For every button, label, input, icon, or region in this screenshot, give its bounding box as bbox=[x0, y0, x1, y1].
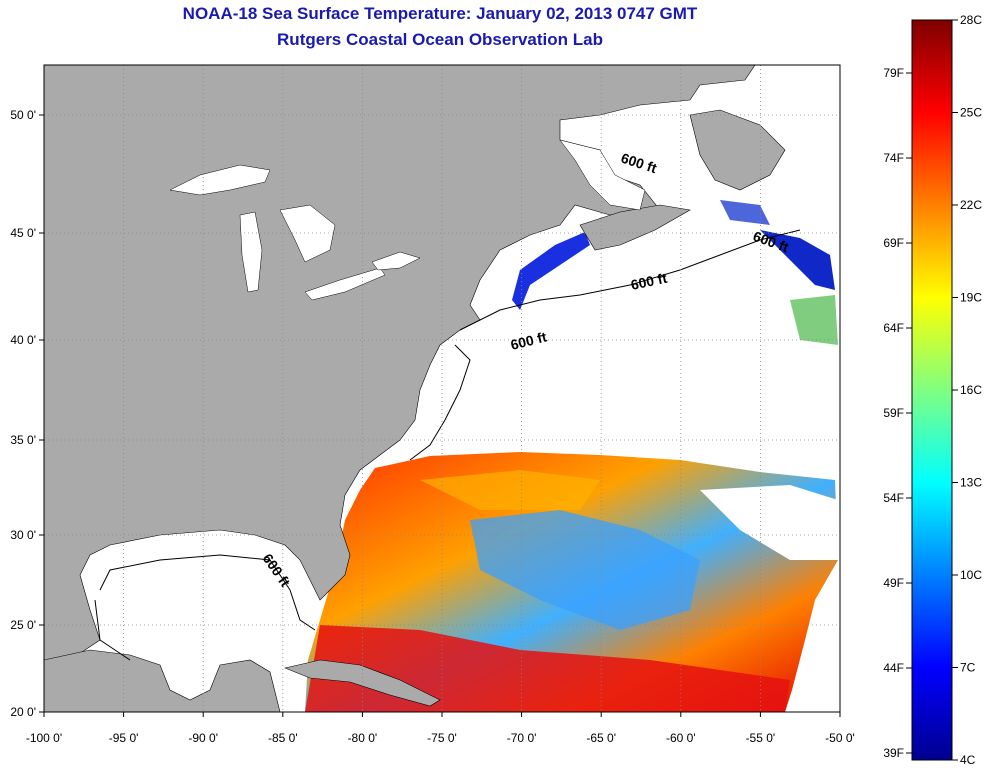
colorbar-c-label: 7C bbox=[960, 661, 976, 675]
lat-tick-label: 45 0' bbox=[10, 226, 36, 240]
sst-cool-core bbox=[470, 510, 700, 630]
sst-patchy-blue bbox=[720, 200, 770, 225]
lon-tick-label: -65 0' bbox=[586, 731, 616, 745]
map-subtitle: Rutgers Coastal Ocean Observation Lab bbox=[277, 30, 603, 49]
sst-cold-scotian bbox=[760, 230, 835, 290]
colorbar-c-label: 19C bbox=[960, 291, 982, 305]
sst-warm-rim bbox=[305, 625, 790, 712]
colorbar-f-label: 39F bbox=[883, 746, 904, 760]
colorbar-f-label: 64F bbox=[883, 321, 904, 335]
lon-tick-label: -85 0' bbox=[268, 731, 298, 745]
lat-tick-label: 25 0' bbox=[10, 618, 36, 632]
colorbar-f-label: 44F bbox=[883, 661, 904, 675]
lon-tick-label: -100 0' bbox=[26, 731, 62, 745]
sst-cyan-patch bbox=[420, 470, 600, 510]
lon-tick-label: -80 0' bbox=[348, 731, 378, 745]
map-title: NOAA-18 Sea Surface Temperature: January… bbox=[182, 4, 698, 23]
sst-cold-gulf-maine bbox=[512, 232, 590, 310]
lat-tick-label: 40 0' bbox=[10, 333, 36, 347]
sst-patchy-east bbox=[790, 295, 838, 345]
lon-tick-label: -75 0' bbox=[427, 731, 457, 745]
colorbar-c-label: 16C bbox=[960, 383, 982, 397]
lat-tick-label: 35 0' bbox=[10, 433, 36, 447]
colorbar-c-label: 4C bbox=[960, 753, 976, 767]
lon-tick-label: -60 0' bbox=[666, 731, 696, 745]
land-cuba bbox=[283, 659, 441, 707]
colorbar-fahrenheit-labels: 79F 74F 69F 64F 59F 54F 49F 44F 39F bbox=[883, 66, 912, 760]
colorbar-c-label: 10C bbox=[960, 568, 982, 582]
map-area bbox=[44, 65, 840, 712]
colorbar-f-label: 54F bbox=[883, 491, 904, 505]
cloud-gap bbox=[700, 485, 838, 560]
colorbar-f-label: 59F bbox=[883, 406, 904, 420]
lake-huron bbox=[279, 204, 336, 263]
lake-ontario bbox=[371, 251, 421, 271]
lon-tick-label: -50 0' bbox=[825, 731, 855, 745]
contour-600ft-atlantic bbox=[409, 229, 801, 461]
colorbar-f-label: 69F bbox=[883, 236, 904, 250]
colorbar bbox=[911, 19, 953, 761]
land-nova-scotia bbox=[579, 204, 691, 251]
graticule bbox=[44, 65, 840, 712]
land-mexico bbox=[44, 649, 281, 712]
colorbar-f-label: 79F bbox=[883, 66, 904, 80]
contour-600ft-gulf bbox=[94, 554, 316, 661]
lake-michigan bbox=[239, 211, 263, 293]
lon-tick-label: -90 0' bbox=[188, 731, 218, 745]
colorbar-c-label: 25C bbox=[960, 106, 982, 120]
latitude-axis: 50 0' 45 0' 40 0' 35 0' 30 0' 25 0' 20 0' bbox=[10, 108, 44, 719]
lon-tick-label: -95 0' bbox=[109, 731, 139, 745]
lon-tick-label: -70 0' bbox=[507, 731, 537, 745]
lake-superior bbox=[169, 164, 271, 196]
longitude-axis: -100 0' -95 0' -90 0' -85 0' -80 0' -75 0' -70… bbox=[26, 712, 855, 745]
colorbar-c-label: 22C bbox=[960, 198, 982, 212]
lat-tick-label: 30 0' bbox=[10, 528, 36, 542]
st-lawrence-gulf bbox=[559, 139, 646, 211]
colorbar-f-label: 49F bbox=[883, 576, 904, 590]
lat-tick-label: 20 0' bbox=[10, 705, 36, 719]
lat-tick-label: 50 0' bbox=[10, 108, 36, 122]
lake-erie bbox=[304, 267, 386, 301]
lon-tick-label: -55 0' bbox=[746, 731, 776, 745]
contour-label-3: 600 ft bbox=[629, 270, 668, 293]
colorbar-f-label: 74F bbox=[883, 151, 904, 165]
land-newfoundland bbox=[689, 109, 786, 191]
colorbar-c-label: 28C bbox=[960, 13, 982, 27]
colorbar-celsius-labels: 28C 25C 22C 19C 16C 13C 10C 7C 4C bbox=[952, 13, 982, 767]
colorbar-c-label: 13C bbox=[960, 476, 982, 490]
